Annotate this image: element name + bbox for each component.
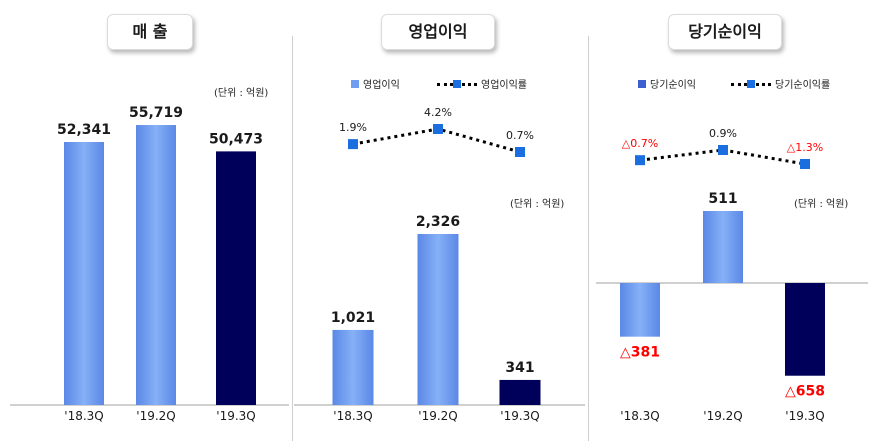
revenue-unit-label: (단위 : 억원)	[214, 88, 269, 99]
operating-line-legend: 영업이익률	[437, 76, 527, 91]
rate-marker	[718, 145, 728, 155]
bar-value-label: △658	[785, 384, 825, 400]
bar	[332, 329, 374, 405]
rate-marker	[433, 124, 443, 134]
bar	[620, 283, 660, 337]
rate-marker	[800, 159, 810, 169]
rate-value-label: 1.9%	[339, 121, 367, 134]
bar	[785, 283, 825, 376]
bar	[499, 379, 541, 405]
x-tick-label: '18.3Q	[333, 409, 372, 423]
x-tick-label: '19.2Q	[136, 409, 175, 423]
bar	[417, 234, 459, 405]
rate-marker	[515, 147, 525, 157]
operating-bar-legend: 영업이익	[351, 76, 400, 91]
x-tick-label: '19.2Q	[418, 409, 457, 423]
rate-marker	[635, 155, 645, 166]
bar	[136, 125, 176, 405]
revenue-title: 매 출	[107, 14, 193, 50]
rate-value-label: 0.7%	[506, 129, 534, 142]
bar-value-label: 2,326	[416, 214, 460, 230]
x-tick-label: '19.3Q	[785, 409, 824, 423]
net-line-legend: 당기순이익률	[731, 76, 830, 91]
rate-value-label: △1.3%	[787, 141, 823, 154]
operating-line-legend-label: 영업이익률	[481, 80, 527, 91]
x-tick-label: '19.2Q	[703, 409, 742, 423]
operating-profit-title: 영업이익	[381, 14, 495, 50]
bar-value-label: 52,341	[57, 122, 111, 138]
bar-value-label: 50,473	[209, 131, 263, 147]
rate-value-label: △0.7%	[622, 137, 658, 150]
operating-bar-legend-label: 영업이익	[363, 80, 400, 91]
rate-marker	[348, 139, 358, 150]
net-income-title: 당기순이익	[668, 14, 782, 50]
bar-legend-swatch	[638, 79, 646, 88]
rate-value-label: 4.2%	[424, 106, 452, 119]
bar-value-label: 55,719	[129, 105, 183, 121]
line-legend-swatch	[437, 79, 477, 88]
bar	[64, 142, 104, 405]
net-line-legend-label: 당기순이익률	[775, 80, 831, 91]
bar	[703, 211, 743, 283]
bar-value-label: 1,021	[331, 310, 375, 326]
x-tick-label: '19.3Q	[216, 409, 255, 423]
line-legend-swatch	[731, 79, 771, 88]
bar-value-label: 341	[505, 360, 534, 376]
operating-profit-panel	[292, 36, 587, 441]
bar-value-label: 511	[708, 191, 737, 207]
net-bar-legend-label: 당기순이익	[650, 80, 696, 91]
operating-unit-label: (단위 : 억원)	[510, 199, 565, 210]
x-tick-label: '19.3Q	[500, 409, 539, 423]
net-income-panel	[588, 36, 871, 441]
net-unit-label: (단위 : 억원)	[794, 199, 849, 210]
rate-value-label: 0.9%	[709, 127, 737, 140]
bar	[216, 151, 256, 405]
net-bar-legend: 당기순이익	[638, 76, 696, 91]
bar-value-label: △381	[620, 345, 660, 361]
x-tick-label: '18.3Q	[64, 409, 103, 423]
x-tick-label: '18.3Q	[620, 409, 659, 423]
bar-legend-swatch	[351, 79, 359, 88]
